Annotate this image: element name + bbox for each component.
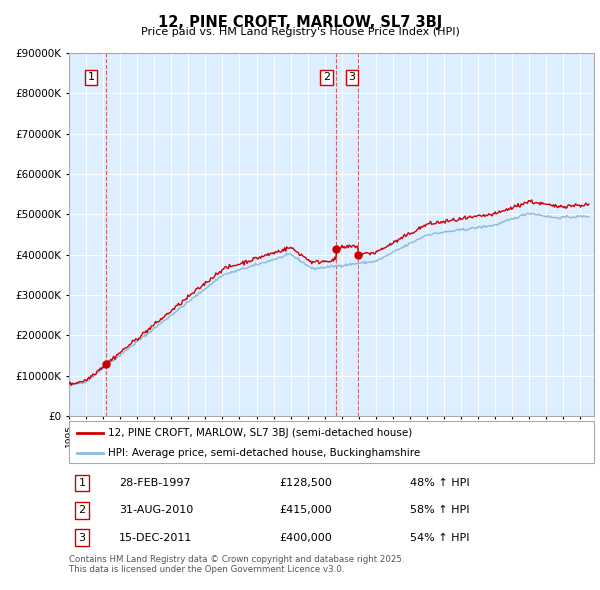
Text: 31-AUG-2010: 31-AUG-2010 (119, 506, 193, 515)
Text: 48% ↑ HPI: 48% ↑ HPI (410, 478, 470, 488)
FancyBboxPatch shape (69, 421, 594, 463)
Text: Price paid vs. HM Land Registry's House Price Index (HPI): Price paid vs. HM Land Registry's House … (140, 27, 460, 37)
Text: £128,500: £128,500 (279, 478, 332, 488)
Text: 2: 2 (79, 506, 86, 515)
Text: 15-DEC-2011: 15-DEC-2011 (119, 533, 192, 543)
Text: 3: 3 (79, 533, 86, 543)
Text: 58% ↑ HPI: 58% ↑ HPI (410, 506, 470, 515)
Text: 1: 1 (79, 478, 86, 488)
Text: Contains HM Land Registry data © Crown copyright and database right 2025.
This d: Contains HM Land Registry data © Crown c… (69, 555, 404, 574)
Text: 54% ↑ HPI: 54% ↑ HPI (410, 533, 470, 543)
Text: £400,000: £400,000 (279, 533, 332, 543)
Text: 3: 3 (349, 73, 355, 82)
Text: 12, PINE CROFT, MARLOW, SL7 3BJ (semi-detached house): 12, PINE CROFT, MARLOW, SL7 3BJ (semi-de… (109, 428, 413, 438)
Text: 1: 1 (88, 73, 95, 82)
Text: 28-FEB-1997: 28-FEB-1997 (119, 478, 191, 488)
Text: 2: 2 (323, 73, 330, 82)
Text: 12, PINE CROFT, MARLOW, SL7 3BJ: 12, PINE CROFT, MARLOW, SL7 3BJ (158, 15, 442, 30)
Text: £415,000: £415,000 (279, 506, 332, 515)
Text: HPI: Average price, semi-detached house, Buckinghamshire: HPI: Average price, semi-detached house,… (109, 448, 421, 457)
